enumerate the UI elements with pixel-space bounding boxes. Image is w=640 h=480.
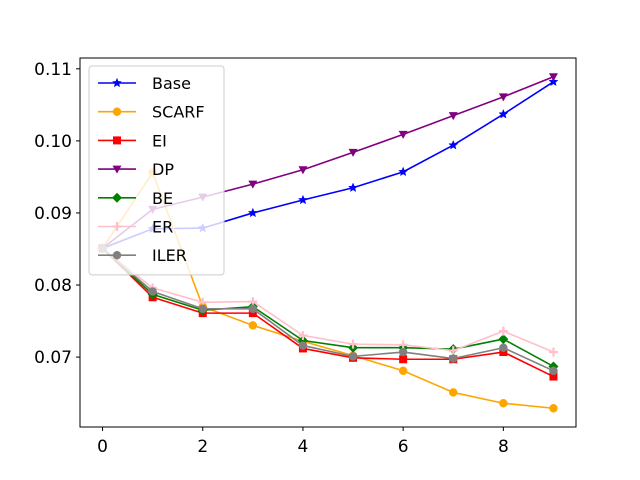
- data-point-ei: [499, 348, 508, 357]
- data-point-er: [298, 330, 308, 340]
- series-iler: [98, 244, 558, 376]
- legend-marker-scarf: [112, 107, 122, 116]
- legend-marker-dp: [112, 165, 122, 174]
- legend-entry-base: Base: [98, 74, 191, 93]
- y-tick-label: 0.09: [34, 204, 72, 224]
- data-point-be: [498, 334, 509, 345]
- data-point-base: [398, 166, 409, 177]
- legend-marker-base: [111, 77, 123, 88]
- data-point-ei: [399, 355, 408, 364]
- series-line-iler: [102, 247, 554, 372]
- axes-layer: 0 2 4 6 8 0.07 0.08 0.09 0.10 0.11: [34, 57, 577, 457]
- legend-entry-er: ER: [98, 218, 173, 237]
- data-point-scarf: [499, 398, 508, 408]
- x-tick-label: 8: [498, 437, 509, 457]
- data-point-base: [247, 207, 258, 218]
- legend-label: DP: [152, 160, 174, 179]
- legend-label: BE: [152, 189, 173, 208]
- data-point-iler: [348, 352, 358, 361]
- data-point-scarf: [449, 388, 458, 397]
- data-point-iler: [198, 304, 207, 314]
- data-point-scarf: [248, 321, 258, 330]
- legend-box: [88, 65, 225, 276]
- legend-entry-be: BE: [98, 189, 173, 208]
- x-tick-label: 4: [298, 437, 309, 457]
- data-point-dp: [348, 148, 358, 157]
- legend-label: SCARF: [152, 103, 205, 122]
- data-point-scarf: [398, 366, 408, 376]
- legend-marker-ei: [113, 136, 121, 145]
- legend-label: EI: [152, 131, 167, 150]
- series-line-er: [102, 247, 554, 353]
- y-tick-label: 0.10: [34, 132, 72, 152]
- y-tick-label: 0.11: [34, 60, 72, 80]
- data-point-base: [548, 76, 559, 87]
- legend-entry-scarf: SCARF: [98, 103, 205, 122]
- legend-label: Base: [152, 74, 191, 93]
- legend-label: ILER: [152, 246, 187, 265]
- data-point-iler: [449, 354, 458, 363]
- legend-entry-ei: EI: [98, 131, 167, 150]
- data-point-base: [498, 108, 509, 119]
- legend: Base SCARF EI DP BE ER ILER: [88, 65, 225, 276]
- y-tick-label: 0.08: [34, 276, 72, 296]
- data-point-er: [348, 339, 358, 349]
- legend-label: ER: [152, 218, 173, 237]
- legend-marker-iler: [112, 250, 122, 260]
- data-point-er: [548, 347, 558, 357]
- data-point-dp: [298, 166, 308, 175]
- data-point-iler: [549, 366, 558, 376]
- data-point-iler: [499, 343, 508, 352]
- data-point-base: [297, 194, 308, 205]
- data-point-dp: [398, 130, 408, 139]
- data-point-dp: [498, 93, 508, 102]
- data-point-dp: [548, 73, 558, 82]
- x-tick-label: 6: [398, 437, 409, 457]
- data-point-base: [448, 139, 459, 150]
- data-point-iler: [148, 287, 157, 296]
- x-tick-label: 0: [97, 437, 108, 457]
- legend-marker-er: [112, 222, 122, 231]
- y-tick-label: 0.07: [34, 348, 72, 368]
- data-point-iler: [398, 347, 408, 357]
- data-point-scarf: [549, 404, 558, 413]
- axes-frame: [79, 57, 577, 428]
- legend-entry-dp: DP: [98, 160, 174, 179]
- data-point-dp: [448, 112, 458, 121]
- data-point-base: [348, 182, 359, 193]
- data-point-iler: [248, 304, 258, 314]
- legend-entry-iler: ILER: [98, 246, 187, 265]
- series-line-ei: [101, 247, 554, 378]
- data-point-er: [448, 346, 458, 356]
- x-tick-label: 2: [197, 437, 208, 457]
- legend-marker-be: [112, 192, 122, 203]
- data-point-ei: [248, 309, 257, 318]
- data-point-dp: [248, 180, 258, 189]
- series-line-be: [102, 247, 554, 368]
- data-point-er: [498, 326, 508, 336]
- data-point-ei: [549, 372, 558, 381]
- data-point-iler: [298, 341, 308, 350]
